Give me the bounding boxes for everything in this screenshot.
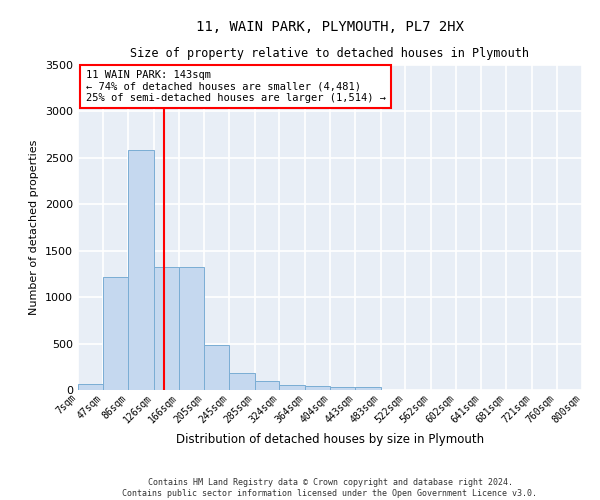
Bar: [305, 386, 331, 390]
Bar: [280, 386, 305, 390]
Text: Contains HM Land Registry data © Crown copyright and database right 2024.
Contai: Contains HM Land Registry data © Crown c…: [122, 478, 538, 498]
Bar: [204, 344, 229, 390]
Bar: [154, 266, 179, 390]
Bar: [179, 266, 204, 390]
Bar: [78, 384, 103, 390]
Text: 11, WAIN PARK, PLYMOUTH, PL7 2HX: 11, WAIN PARK, PLYMOUTH, PL7 2HX: [196, 20, 464, 34]
Bar: [331, 387, 355, 390]
Bar: [254, 380, 280, 390]
Bar: [128, 150, 154, 390]
Text: 11 WAIN PARK: 143sqm
← 74% of detached houses are smaller (4,481)
25% of semi-de: 11 WAIN PARK: 143sqm ← 74% of detached h…: [86, 70, 386, 103]
Bar: [355, 387, 380, 390]
Bar: [229, 373, 254, 390]
Bar: [103, 276, 128, 390]
X-axis label: Distribution of detached houses by size in Plymouth: Distribution of detached houses by size …: [176, 433, 484, 446]
Y-axis label: Number of detached properties: Number of detached properties: [29, 140, 40, 315]
Text: Size of property relative to detached houses in Plymouth: Size of property relative to detached ho…: [131, 48, 530, 60]
